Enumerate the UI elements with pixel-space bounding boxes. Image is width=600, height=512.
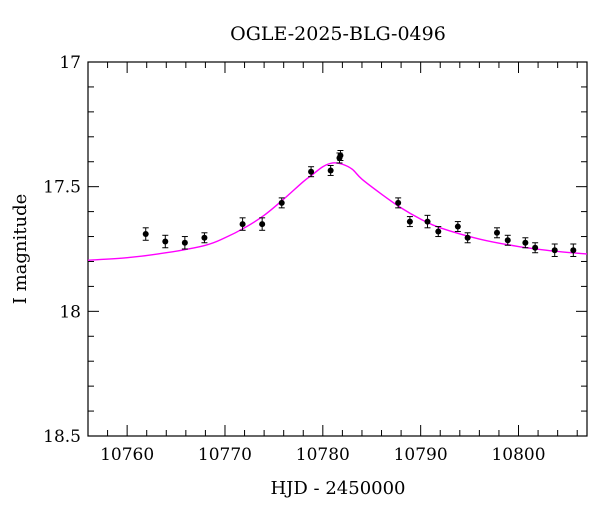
data-point xyxy=(162,234,169,249)
point-marker xyxy=(308,168,315,175)
data-point xyxy=(181,236,188,250)
point-marker xyxy=(259,221,266,228)
data-point xyxy=(142,227,149,241)
data-point xyxy=(395,197,402,209)
x-tick-label: 10780 xyxy=(296,445,350,465)
point-marker xyxy=(522,239,529,246)
point-marker xyxy=(142,231,149,238)
data-point xyxy=(435,226,442,238)
x-tick-label: 10790 xyxy=(394,445,448,465)
point-marker xyxy=(406,218,413,225)
point-marker xyxy=(532,244,539,251)
point-marker xyxy=(181,239,188,246)
data-point xyxy=(551,243,558,257)
plot-frame xyxy=(87,61,588,437)
data-point xyxy=(454,221,461,233)
data-point xyxy=(278,197,285,209)
x-axis-label: HJD - 2450000 xyxy=(270,478,405,499)
y-axis-label: I magnitude xyxy=(10,194,31,305)
x-tick-label: 10800 xyxy=(491,445,545,465)
y-tick-label: 18.5 xyxy=(43,427,81,447)
data-point xyxy=(424,214,431,229)
x-tick-label: 10770 xyxy=(198,445,252,465)
point-marker xyxy=(162,238,169,245)
data-point xyxy=(308,166,315,178)
data-point xyxy=(259,217,266,231)
point-marker xyxy=(464,234,471,241)
data-point xyxy=(532,242,539,254)
data-point xyxy=(504,234,511,246)
point-marker xyxy=(424,218,431,225)
model-curve xyxy=(87,162,588,261)
x-tick-label: 10760 xyxy=(100,445,154,465)
y-tick-label: 18 xyxy=(59,302,81,322)
data-point xyxy=(522,237,529,249)
data-point xyxy=(570,243,577,257)
point-marker xyxy=(239,221,246,228)
point-marker xyxy=(454,223,461,230)
data-point xyxy=(406,216,413,228)
chart-title: OGLE-2025-BLG-0496 xyxy=(230,23,446,45)
axis-ticks xyxy=(87,61,587,437)
point-marker xyxy=(337,152,344,159)
data-point xyxy=(464,232,471,244)
y-tick-label: 17.5 xyxy=(43,178,81,198)
point-marker xyxy=(570,247,577,254)
data-points xyxy=(142,150,577,257)
point-marker xyxy=(395,199,402,206)
point-marker xyxy=(278,199,285,206)
data-point xyxy=(201,232,208,244)
point-marker xyxy=(327,167,334,174)
point-marker xyxy=(551,247,558,254)
data-point xyxy=(239,217,246,231)
point-marker xyxy=(201,234,208,241)
axis-tick-labels: 10760 10770 10780 10790 10800 17 17.5 18 18.5 xyxy=(43,53,545,465)
data-point xyxy=(493,227,500,239)
point-marker xyxy=(435,228,442,235)
y-tick-label: 17 xyxy=(59,53,81,73)
data-point xyxy=(327,164,334,176)
point-marker xyxy=(493,229,500,236)
point-marker xyxy=(504,237,511,244)
data-point xyxy=(337,150,344,161)
